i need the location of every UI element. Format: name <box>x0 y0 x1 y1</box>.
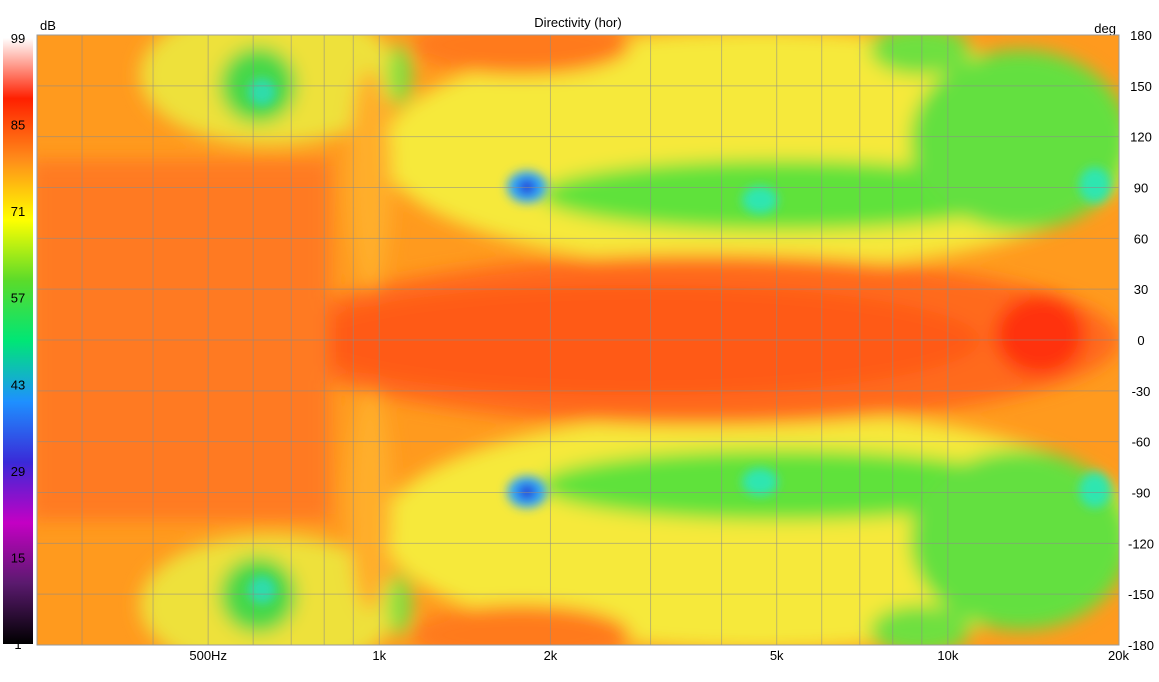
colorbar-tick-label: 99 <box>11 31 25 46</box>
lobe-upper-green <box>540 160 1020 230</box>
x-tick-label: 5k <box>770 648 784 663</box>
dip-arc-lower <box>348 390 392 610</box>
y-tick-label: 90 <box>1134 181 1148 196</box>
colorbar-tick-label: 1 <box>14 637 21 652</box>
lf-upper-cyan <box>248 78 276 106</box>
colorbar-unit-label: dB <box>40 18 56 33</box>
lobe-upper-hf-green <box>910 50 1119 230</box>
y-axis-ticks: 180 150 120 90 60 30 0 -30 -60 -90 -120 -150 -180 <box>1128 28 1154 653</box>
y-tick-label: -180 <box>1128 638 1154 653</box>
lobe-lower-green <box>540 450 1020 520</box>
colorbar-tick-label: 57 <box>11 291 25 306</box>
y-tick-label: 60 <box>1134 231 1148 246</box>
hf-upper-cyan <box>742 186 778 214</box>
dip-arc-upper <box>348 70 392 290</box>
x-axis-ticks: 500Hz 1k 2k 5k 10k 20k <box>189 648 1129 663</box>
y-tick-label: 150 <box>1130 79 1152 94</box>
heatmap-plot-area <box>37 35 1119 645</box>
x-tick-label: 1k <box>372 648 386 663</box>
y-tick-label: 0 <box>1137 333 1144 348</box>
lobe-top-edge-green <box>870 35 970 75</box>
y-tick-label: 180 <box>1130 28 1152 43</box>
x-tick-label: 500Hz <box>189 648 227 663</box>
hf-lower-right-cyan <box>1079 472 1111 508</box>
lobe-1-2k-lower-green <box>388 575 412 635</box>
x-tick-label: 2k <box>544 648 558 663</box>
colorbar-tick-label: 15 <box>11 550 25 565</box>
colorbar-tick-label: 71 <box>11 204 25 219</box>
colorbar-tick-label: 43 <box>11 377 25 392</box>
x-tick-label: 10k <box>937 648 958 663</box>
lobe-lower-hf-green <box>910 450 1119 630</box>
grid <box>37 35 1119 645</box>
rear-lower-orange <box>410 605 630 645</box>
colorbar-ticks: 99 85 71 57 43 29 15 1 <box>11 31 25 652</box>
y-tick-label: -30 <box>1132 384 1151 399</box>
colorbar <box>3 38 33 644</box>
lf-lower-cyan <box>248 576 276 604</box>
colorbar-tick-label: 29 <box>11 464 25 479</box>
colorbar-tick-label: 85 <box>11 118 25 133</box>
y-tick-label: -90 <box>1132 486 1151 501</box>
rear-upper-orange <box>410 35 630 75</box>
hf-lower-cyan <box>742 468 778 496</box>
on-axis-beam-hf <box>995 295 1085 375</box>
lobe-1-2k-upper-green <box>388 45 412 105</box>
lobe-bottom-edge-green <box>870 605 970 645</box>
hf-upper-right-cyan <box>1079 167 1111 203</box>
y-tick-label: -120 <box>1128 536 1154 551</box>
chart-title: Directivity (hor) <box>534 15 621 30</box>
y-axis-unit-label: deg <box>1094 21 1116 36</box>
x-tick-label: 20k <box>1108 648 1129 663</box>
y-tick-label: 30 <box>1134 282 1148 297</box>
y-tick-label: -150 <box>1128 587 1154 602</box>
y-tick-label: -60 <box>1132 435 1151 450</box>
plot-frame <box>36 34 1120 646</box>
y-tick-label: 120 <box>1130 130 1152 145</box>
heatmap-details <box>248 78 1111 604</box>
